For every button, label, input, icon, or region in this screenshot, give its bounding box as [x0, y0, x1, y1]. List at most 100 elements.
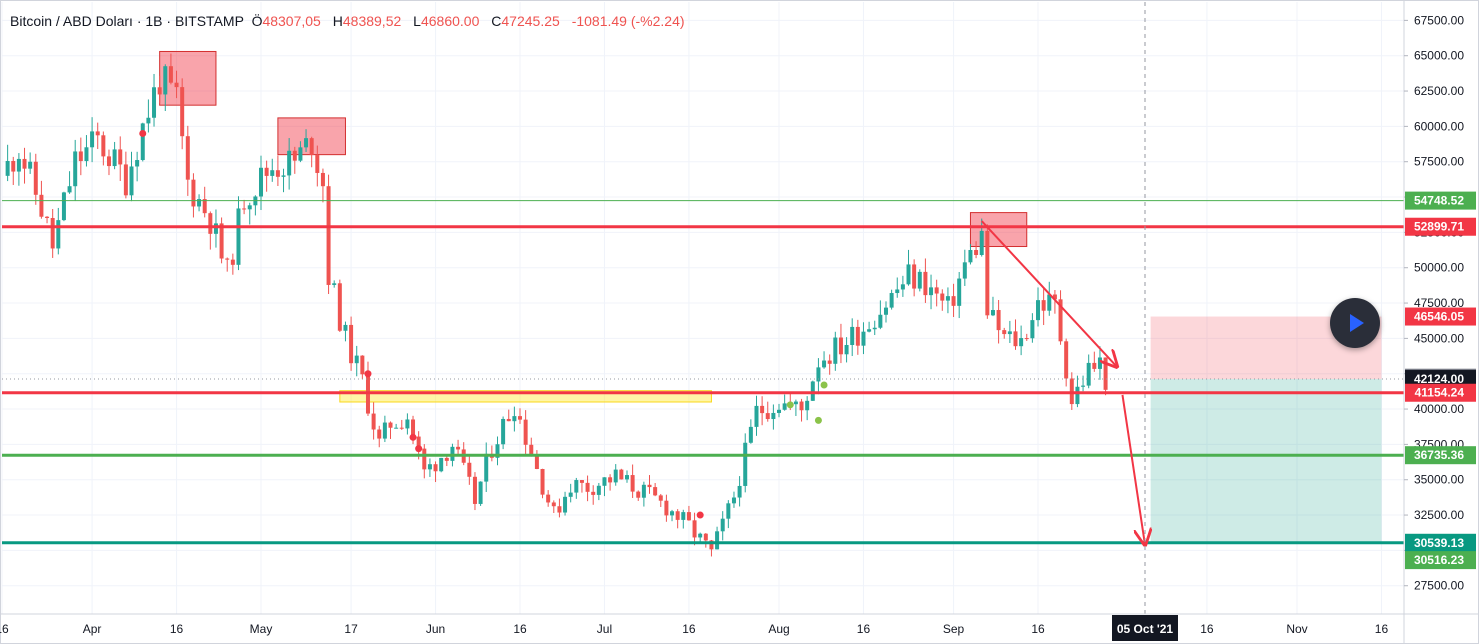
candle — [354, 345, 359, 377]
candle-body — [540, 468, 545, 495]
replay-play-button[interactable] — [1330, 298, 1380, 348]
level-marker-label: 52899.71 — [1414, 220, 1464, 234]
candle — [506, 409, 511, 422]
candle-body — [73, 151, 78, 187]
candle — [619, 468, 624, 480]
candle-body — [50, 218, 55, 249]
candle-body — [636, 491, 641, 498]
zone-box-2 — [969, 212, 1028, 248]
candle-body — [61, 192, 66, 221]
candle — [191, 173, 196, 218]
candle — [22, 147, 27, 184]
candle-body — [1075, 386, 1080, 405]
level-marker: 46546.05 — [1405, 307, 1476, 326]
candle-body — [602, 477, 607, 486]
candle-body — [326, 186, 331, 285]
candle — [275, 155, 280, 187]
candle-body — [270, 170, 275, 176]
candle-body — [585, 482, 590, 492]
candle-body — [219, 223, 224, 259]
candle-body — [838, 337, 843, 355]
candle-body — [360, 355, 365, 375]
candle — [292, 146, 297, 174]
candle — [146, 99, 151, 133]
candle-body — [923, 271, 928, 296]
candle-body — [681, 512, 686, 520]
candle-body — [551, 502, 556, 507]
candle-body — [1103, 357, 1108, 390]
candle-body — [951, 296, 956, 306]
candle-body — [106, 156, 111, 167]
candle — [174, 70, 179, 99]
y-tick-label: 65000.00 — [1414, 49, 1464, 63]
candle-body — [78, 151, 83, 162]
candle — [658, 493, 663, 508]
candle-body — [140, 123, 145, 161]
candle — [123, 151, 128, 199]
candle-body — [5, 160, 10, 176]
chart-header: Bitcoin / ABD Doları · 1B · BITSTAMP Ö48… — [10, 13, 685, 29]
candle-body — [1036, 300, 1041, 321]
candle — [84, 135, 89, 167]
candle-body — [349, 324, 354, 364]
candle-body — [743, 442, 748, 486]
candle-body — [11, 160, 16, 172]
candle — [50, 209, 55, 258]
candle-body — [242, 208, 247, 210]
level-marker: 52899.71 — [1405, 217, 1476, 236]
candle-body — [715, 531, 720, 550]
candle — [1103, 357, 1108, 396]
candle — [523, 410, 528, 456]
y-tick-label: 27500.00 — [1414, 579, 1464, 593]
candle-body — [472, 476, 477, 504]
candle — [78, 137, 83, 176]
candle — [636, 490, 641, 501]
candle-body — [748, 426, 753, 443]
candle-body — [760, 405, 765, 414]
candle-body — [135, 160, 140, 167]
candle-body — [737, 485, 742, 498]
zone-box-0 — [159, 50, 217, 106]
candle-body — [264, 167, 269, 176]
level-markers: 54748.5252899.7146546.0542217.6542124.00… — [1405, 191, 1476, 570]
level-marker: 41154.24 — [1405, 383, 1476, 402]
candle-body — [827, 360, 832, 364]
candle-body — [895, 289, 900, 294]
candle — [799, 398, 804, 422]
candle — [743, 433, 748, 493]
candle-body — [579, 480, 584, 483]
candle — [382, 415, 387, 443]
level-marker: 30516.23 — [1405, 551, 1476, 570]
open-value: 48307,05 — [262, 13, 321, 29]
candle — [850, 318, 855, 357]
candle-body — [332, 283, 337, 285]
candle — [923, 258, 928, 303]
candle-body — [304, 138, 309, 148]
candle-body — [872, 327, 877, 330]
candle — [388, 421, 393, 439]
candle-body — [146, 117, 151, 124]
candle — [478, 481, 483, 506]
candle — [61, 191, 66, 222]
signal-dot — [409, 433, 417, 441]
candle — [906, 249, 911, 286]
signal-dot — [364, 370, 372, 378]
candle — [45, 216, 50, 224]
candle-body — [67, 186, 72, 193]
candle — [1036, 287, 1041, 327]
candle-body — [382, 422, 387, 439]
candle-body — [354, 355, 359, 364]
candle — [1002, 327, 1007, 339]
candle-body — [298, 147, 303, 161]
candle-body — [664, 500, 669, 516]
candle-body — [152, 87, 157, 118]
candle-body — [945, 296, 950, 301]
candle — [686, 505, 691, 521]
candle-body — [225, 258, 230, 260]
y-tick-label: 67500.00 — [1414, 13, 1464, 27]
x-tick-label: Nov — [1286, 622, 1307, 636]
candle — [501, 416, 506, 450]
candle-body — [495, 444, 500, 458]
candle — [140, 122, 145, 162]
